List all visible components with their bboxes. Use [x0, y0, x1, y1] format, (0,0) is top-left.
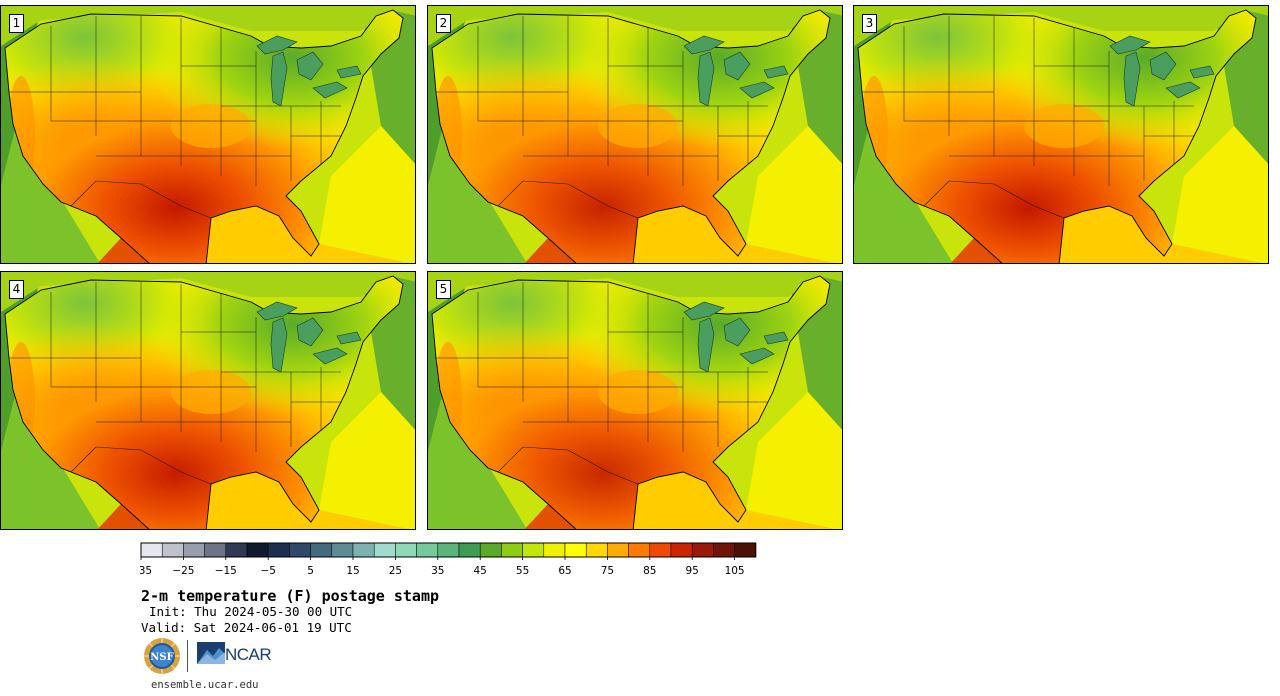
colorbar-swatch: [522, 542, 545, 558]
mexico-border: [70, 446, 212, 485]
colorbar-tick-label: 45: [474, 565, 487, 577]
colorbar-tick-label: 105: [725, 565, 745, 577]
great-lakes: [683, 301, 789, 373]
member-map-3: [854, 6, 1268, 263]
colorbar-swatch: [352, 542, 375, 558]
colorbar-swatch: [670, 542, 693, 558]
state-borders: [436, 16, 788, 186]
member-map-5: [428, 272, 842, 529]
coastline: [4, 275, 404, 529]
mexico-border: [497, 180, 639, 219]
mexico-west: [524, 238, 576, 263]
member-panel-1: 1: [0, 5, 416, 264]
mexico-west: [97, 504, 149, 529]
member-label: 1: [9, 14, 24, 33]
member-map-2: [428, 6, 842, 263]
great-lakes: [256, 35, 362, 107]
colorbar-swatch: [204, 542, 227, 558]
colorbar-swatch: [437, 542, 460, 558]
colorbar-tick-label: 5: [307, 565, 314, 577]
logo-divider: [187, 640, 188, 672]
mexico-west: [524, 504, 576, 529]
atlantic-south: [319, 126, 415, 263]
member-map-4: [1, 272, 415, 529]
colorbar-swatch: [649, 542, 672, 558]
member-panel-4: 4: [0, 271, 416, 530]
colorbar-tick-label: −5: [260, 565, 275, 577]
member-panel-2: 2: [427, 5, 843, 264]
member-label: 3: [862, 14, 877, 33]
colorbar-swatch: [713, 542, 735, 558]
colorbar-frame: [140, 542, 757, 558]
chart-title: 2-m temperature (F) postage stamp: [141, 587, 440, 605]
member-map-1: [1, 6, 415, 263]
colorbar-swatch: [564, 542, 587, 558]
colorbar-tick-label: 75: [601, 565, 614, 577]
member-label: 5: [436, 280, 451, 299]
ncar-logo-text: NCAR: [225, 645, 272, 664]
colorbar-swatch: [628, 542, 651, 558]
colorbar-swatch: [289, 542, 311, 558]
colorbar-tick-label: −25: [172, 565, 194, 577]
colorbar-tick-label: 15: [346, 565, 359, 577]
atlantic-south: [746, 126, 842, 263]
colorbar-swatch: [140, 542, 163, 558]
great-lakes: [1109, 35, 1215, 107]
atlantic-south: [746, 392, 842, 529]
colorbar-swatch: [416, 542, 439, 558]
colorbar-swatch: [734, 542, 757, 558]
member-panel-5: 5: [427, 271, 843, 530]
mexico-border: [497, 446, 639, 485]
ncar-logo-mark: [197, 642, 225, 664]
colorbar-swatch: [691, 542, 714, 558]
colorbar-swatch: [246, 542, 269, 558]
mexico-border: [923, 180, 1065, 219]
colorbar-swatch: [373, 542, 396, 558]
colorbar-tick-label: 35: [431, 565, 444, 577]
coastline: [431, 275, 831, 529]
colorbar-swatch: [458, 542, 481, 558]
site-url: ensemble.ucar.edu: [151, 679, 259, 691]
svg-text:NSF: NSF: [150, 652, 173, 663]
colorbar-swatch: [585, 542, 608, 558]
atlantic-south: [1172, 126, 1268, 263]
mexico-border: [70, 180, 212, 219]
colorbar-swatch: [267, 542, 290, 558]
colorbar-swatch: [501, 542, 523, 558]
atlantic-south: [319, 392, 415, 529]
member-label: 2: [436, 14, 451, 33]
coastline: [4, 9, 404, 263]
colorbar-tick-label: −15: [215, 565, 237, 577]
colorbar-tick-label: 85: [643, 565, 656, 577]
colorbar-swatch: [310, 542, 333, 558]
temperature-colorbar: −35−25−15−55152535455565758595105115: [140, 542, 757, 577]
great-lakes: [683, 35, 789, 107]
colorbar-swatch: [479, 542, 502, 558]
colorbar-tick-label: 25: [389, 565, 402, 577]
mexico-west: [950, 238, 1002, 263]
colorbar-tick-label: −35: [140, 565, 152, 577]
mexico-west: [97, 238, 149, 263]
init-time: Init: Thu 2024-05-30 00 UTC: [149, 604, 353, 619]
colorbar-swatch: [543, 542, 566, 558]
member-label: 4: [9, 280, 24, 299]
coastline: [857, 9, 1257, 263]
colorbar-tick-label: 95: [686, 565, 699, 577]
colorbar-swatch: [331, 542, 354, 558]
coastline: [431, 9, 831, 263]
colorbar-swatch: [225, 542, 248, 558]
colorbar-swatch: [395, 542, 417, 558]
great-lakes: [256, 301, 362, 373]
nsf-logo: NSF: [143, 637, 181, 675]
colorbar-swatch: [607, 542, 629, 558]
valid-time: Valid: Sat 2024-06-01 19 UTC: [141, 620, 352, 635]
colorbar-swatch: [161, 542, 184, 558]
colorbar-tick-label: 55: [516, 565, 529, 577]
colorbar-swatch: [183, 542, 205, 558]
member-panel-3: 3: [853, 5, 1269, 264]
colorbar-tick-label: 65: [558, 565, 571, 577]
